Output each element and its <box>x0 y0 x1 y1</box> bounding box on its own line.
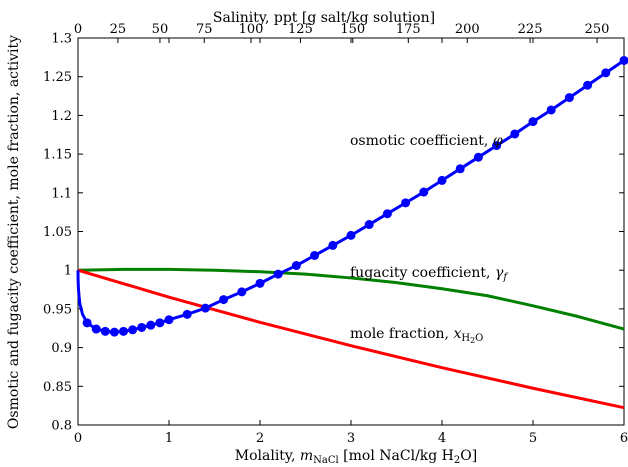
x-tick-label: 4 <box>438 431 446 446</box>
x2-tick-label: 0 <box>74 22 82 37</box>
data-point <box>119 327 128 336</box>
data-point <box>529 117 538 126</box>
data-point <box>547 105 556 114</box>
y-tick-label: 0.95 <box>43 302 72 317</box>
x2-tick-label: 50 <box>152 22 169 37</box>
data-point <box>274 270 283 279</box>
data-point <box>347 231 356 240</box>
data-point <box>155 318 164 327</box>
data-point <box>365 220 374 229</box>
x2-tick-label: 25 <box>110 22 127 37</box>
x2-tick-label: 225 <box>518 22 543 37</box>
x-tick-label: 3 <box>347 431 355 446</box>
x-tick-label: 0 <box>74 431 82 446</box>
data-point <box>146 321 155 330</box>
data-point <box>583 81 592 90</box>
data-point <box>92 325 101 334</box>
data-point <box>83 318 92 327</box>
y-tick-label: 0.9 <box>51 341 72 356</box>
label-fugacity-coefficient: fugacity coefficient, γf <box>350 265 509 283</box>
x-tick-label: 2 <box>256 431 264 446</box>
y-tick-label: 1.3 <box>51 32 72 47</box>
y-tick-label: 0.85 <box>43 380 72 395</box>
data-point <box>292 261 301 270</box>
data-point <box>137 323 146 332</box>
x-tick-label: 1 <box>165 431 173 446</box>
x2-tick-label: 200 <box>455 22 480 37</box>
data-point <box>565 93 574 102</box>
data-point <box>101 327 110 336</box>
y-tick-label: 1.1 <box>51 186 72 201</box>
y-tick-label: 1.2 <box>51 109 72 124</box>
data-point <box>237 287 246 296</box>
data-point <box>438 176 447 185</box>
x2-tick-label: 75 <box>196 22 213 37</box>
data-point <box>474 153 483 162</box>
data-point <box>310 251 319 260</box>
data-point <box>165 315 174 324</box>
data-point <box>456 164 465 173</box>
data-point <box>419 188 428 197</box>
y-tick-label: 1.25 <box>43 70 72 85</box>
y-tick-label: 1.15 <box>43 148 72 163</box>
data-point <box>128 325 137 334</box>
data-point <box>201 304 210 313</box>
x2-axis-title: Salinity, ppt [g salt/kg solution] <box>213 10 435 26</box>
x-axis-title: Molality, mNaCl [mol NaCl/kg H2O] <box>235 448 477 466</box>
x-tick-label: 6 <box>620 431 628 446</box>
x-tick-label: 5 <box>529 431 537 446</box>
data-point <box>256 279 265 288</box>
y-tick-label: 1.05 <box>43 225 72 240</box>
data-point <box>383 209 392 218</box>
data-point <box>110 328 119 337</box>
data-point <box>219 295 228 304</box>
x2-tick-label: 250 <box>585 22 610 37</box>
data-point <box>601 68 610 77</box>
data-point <box>183 310 192 319</box>
y-axis-title: Osmotic and fugacity coefficient, mole f… <box>6 35 22 429</box>
data-point <box>510 129 519 138</box>
y-tick-label: 1 <box>64 264 72 279</box>
label-osmotic-coefficient: osmotic coefficient, φ <box>350 133 503 149</box>
y-tick-label: 0.8 <box>51 419 72 434</box>
data-point <box>328 241 337 250</box>
data-point <box>401 198 410 207</box>
